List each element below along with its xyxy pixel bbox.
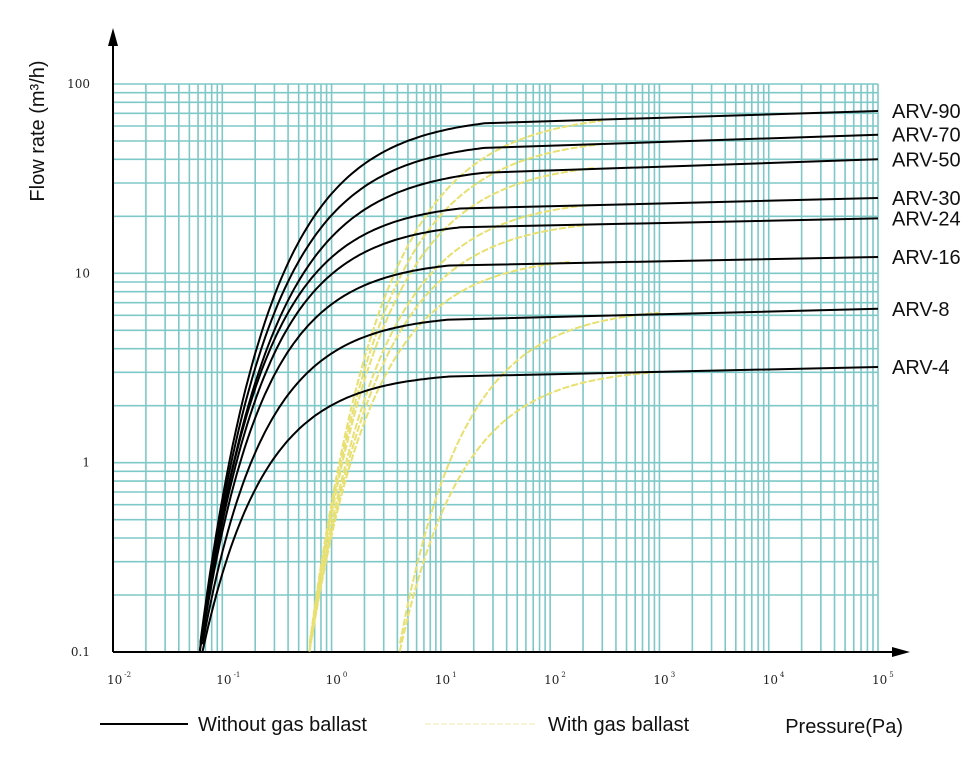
curve-with-gas-ballast xyxy=(398,371,655,652)
grid xyxy=(113,83,879,652)
curve-with-gas-ballast xyxy=(308,119,603,643)
series-label: ARV-4 xyxy=(892,357,949,379)
x-axis-arrow xyxy=(892,647,910,657)
axes xyxy=(108,28,910,657)
curve-with-gas-ballast xyxy=(308,224,588,652)
y-tick-label: 10 xyxy=(75,266,90,280)
x-tick-label: 10 4 xyxy=(763,671,785,687)
x-tick-label: 10 -1 xyxy=(216,671,240,687)
y-axis-title: Flow rate (m³/h) xyxy=(27,60,49,201)
legend-label-with-ballast: With gas ballast xyxy=(548,714,690,736)
curve-with-gas-ballast xyxy=(308,203,590,650)
series-label: ARV-50 xyxy=(892,149,961,171)
series-label: ARV-30 xyxy=(892,188,961,210)
x-tick-label: 10 3 xyxy=(653,671,675,687)
curve-without-gas-ballast xyxy=(199,110,879,643)
series-label: ARV-70 xyxy=(892,125,961,147)
curve-with-gas-ballast xyxy=(399,311,660,644)
curve-without-gas-ballast xyxy=(201,307,879,645)
y-tick-labels: 0.1 1 10 100 xyxy=(67,77,90,659)
curve-without-gas-ballast xyxy=(198,217,879,652)
curve-without-gas-ballast xyxy=(201,256,879,638)
y-axis-arrow xyxy=(108,28,118,46)
y-tick-label: 0.1 xyxy=(71,645,90,659)
x-tick-label: 10 0 xyxy=(326,671,348,687)
legend: Without gas ballast With gas ballast xyxy=(100,714,690,736)
x-tick-label: 10 2 xyxy=(544,671,566,687)
x-tick-label: 10 1 xyxy=(435,671,457,687)
y-tick-label: 1 xyxy=(82,456,90,470)
curve-with-gas-ballast xyxy=(311,260,570,637)
series-label: ARV-90 xyxy=(892,101,961,123)
curve-without-gas-ballast xyxy=(201,366,879,653)
curves xyxy=(198,110,879,653)
curve-without-gas-ballast xyxy=(199,158,879,647)
curve-without-gas-ballast xyxy=(199,133,879,645)
x-axis-title: Pressure(Pa) xyxy=(785,716,903,738)
curve-without-gas-ballast xyxy=(198,197,879,651)
x-tick-labels: 10 -2 10 -1 10 0 10 1 10 2 10 3 10 4 10 5 xyxy=(107,671,894,687)
series-label: ARV-8 xyxy=(892,299,949,321)
legend-label-without-ballast: Without gas ballast xyxy=(198,714,367,736)
y-tick-label: 100 xyxy=(67,77,90,91)
series-label: ARV-24 xyxy=(892,208,961,230)
x-tick-label: 10 5 xyxy=(872,671,894,687)
curve-with-gas-ballast xyxy=(308,167,594,647)
series-label: ARV-16 xyxy=(892,247,961,269)
x-tick-label: 10 -2 xyxy=(107,671,131,687)
